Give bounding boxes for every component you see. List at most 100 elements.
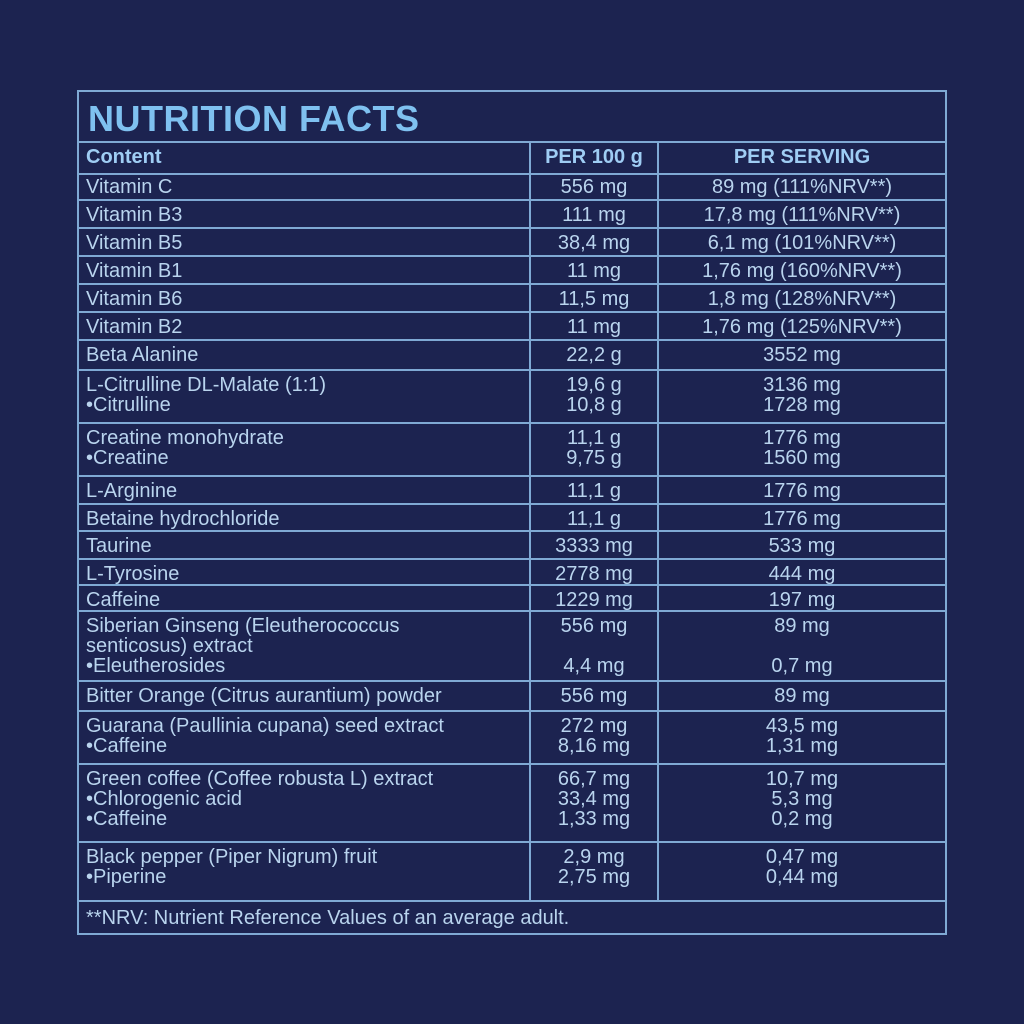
- cell-line: 556 mg: [560, 685, 628, 707]
- cell-line: Vitamin B2: [86, 316, 183, 338]
- per-serving-cell: 1,8 mg (128%NRV**): [657, 285, 945, 311]
- table-row: L-Arginine 11,1 g 1776 mg: [79, 477, 945, 505]
- per-100g-cell: 11,5 mg: [529, 285, 657, 311]
- title-row: NUTRITION FACTS: [79, 92, 945, 143]
- cell-line: 17,8 mg (111%NRV**): [703, 204, 901, 226]
- per-100g-cell: 11,1 g: [529, 505, 657, 530]
- cell-line: 0,47 mg: [765, 846, 839, 868]
- content-cell: Vitamin B3: [79, 201, 529, 227]
- cell-line: 1,8 mg (128%NRV**): [707, 288, 897, 310]
- content-cell: Black pepper (Piper Nigrum) fruit •Piperi…: [79, 843, 529, 900]
- cell-line: •Caffeine: [86, 735, 168, 757]
- cell-line: •Piperine: [86, 866, 167, 888]
- cell-line: L-Arginine: [86, 480, 178, 502]
- per-100g-cell: 556 mg: [529, 173, 657, 199]
- content-cell: Creatine monohydrate •Creatine: [79, 424, 529, 475]
- cell-line: •Chlorogenic acid: [86, 788, 242, 810]
- cell-line: 43,5 mg: [765, 715, 839, 737]
- per-100g-cell: 272 mg 8,16 mg: [529, 712, 657, 763]
- table-row: Caffeine 1229 mg 197 mg: [79, 586, 945, 612]
- cell-line: 11 mg: [566, 316, 622, 338]
- content-cell: Green coffee (Coffee robusta L) extract •…: [79, 765, 529, 841]
- content-cell: Bitter Orange (Citrus aurantium) powder: [79, 682, 529, 710]
- table-title: NUTRITION FACTS: [88, 98, 420, 139]
- cell-line: Guarana (Paullinia cupana) seed extract: [86, 715, 444, 737]
- cell-line: 10,7 mg: [765, 768, 839, 790]
- table-row: Siberian Ginseng (Eleutherococcus sentico…: [79, 612, 945, 682]
- cell-line: 0,44 mg: [765, 866, 839, 888]
- cell-line: Creatine monohydrate: [86, 427, 284, 449]
- per-serving-cell: 1,76 mg (125%NRV**): [657, 313, 945, 339]
- cell-line: Siberian Ginseng (Eleutherococcus: [86, 615, 400, 637]
- cell-line: 1,76 mg (160%NRV**): [702, 260, 902, 282]
- table-row: Taurine 3333 mg 533 mg: [79, 532, 945, 560]
- content-cell: Betaine hydrochloride: [79, 505, 529, 530]
- table-row: L-Tyrosine 2778 mg 444 mg: [79, 560, 945, 586]
- per-serving-cell: 1776 mg: [657, 505, 945, 530]
- table-row: Vitamin B5 38,4 mg 6,1 mg (101%NRV**): [79, 229, 945, 257]
- cell-line: 1728 mg: [763, 394, 841, 416]
- table-row: Black pepper (Piper Nigrum) fruit •Piperi…: [79, 843, 945, 902]
- cell-line: Taurine: [86, 535, 152, 557]
- table-row: Green coffee (Coffee robusta L) extract •…: [79, 765, 945, 843]
- cell-line: 3552 mg: [763, 344, 841, 366]
- per-serving-cell: 444 mg: [657, 560, 945, 584]
- content-cell: Vitamin B1: [79, 257, 529, 283]
- per-serving-cell: 1776 mg: [657, 477, 945, 503]
- cell-line: 89 mg (111%NRV**): [711, 176, 893, 198]
- table-row: Guarana (Paullinia cupana) seed extract •…: [79, 712, 945, 765]
- cell-line: 1560 mg: [763, 447, 841, 469]
- cell-line: 11,1 g: [566, 480, 622, 502]
- per-serving-cell: 10,7 mg 5,3 mg 0,2 mg: [657, 765, 945, 841]
- per-100g-cell: 3333 mg: [529, 532, 657, 558]
- cell-line: 33,4 mg: [557, 788, 631, 810]
- table-row: Betaine hydrochloride 11,1 g 1776 mg: [79, 505, 945, 532]
- table-row: Vitamin B1 11 mg 1,76 mg (160%NRV**): [79, 257, 945, 285]
- cell-line: L-Citrulline DL-Malate (1:1): [86, 374, 327, 396]
- content-cell: Vitamin C: [79, 173, 529, 199]
- per-100g-cell: 11,1 g 9,75 g: [529, 424, 657, 475]
- cell-line: Vitamin B5: [86, 232, 183, 254]
- cell-line: 1776 mg: [763, 427, 841, 449]
- per-serving-cell: 17,8 mg (111%NRV**): [657, 201, 945, 227]
- per-100g-cell: 2778 mg: [529, 560, 657, 584]
- cell-line: Vitamin C: [86, 176, 173, 198]
- cell-line: 11,5 mg: [558, 288, 630, 310]
- cell-line: 4,4 mg: [563, 655, 625, 677]
- cell-line: 19,6 g: [566, 374, 622, 396]
- header-per-100g: PER 100 g: [529, 141, 657, 173]
- per-serving-cell: 89 mg (111%NRV**): [657, 173, 945, 199]
- content-cell: Taurine: [79, 532, 529, 558]
- per-100g-cell: 556 mg: [529, 682, 657, 710]
- cell-line: Caffeine: [86, 589, 161, 611]
- cell-line: 8,16 mg: [557, 735, 631, 757]
- cell-line: 272 mg: [560, 715, 628, 737]
- per-serving-cell: 6,1 mg (101%NRV**): [657, 229, 945, 255]
- table-row: Beta Alanine 22,2 g 3552 mg: [79, 341, 945, 371]
- cell-line: 22,2 g: [566, 344, 622, 366]
- per-serving-cell: 43,5 mg 1,31 mg: [657, 712, 945, 763]
- content-cell: Siberian Ginseng (Eleutherococcus sentico…: [79, 612, 529, 680]
- cell-line: senticosus) extract: [86, 635, 253, 657]
- cell-line: 1,33 mg: [557, 808, 631, 830]
- content-cell: Beta Alanine: [79, 341, 529, 369]
- content-cell: L-Citrulline DL-Malate (1:1) •Citrulline: [79, 371, 529, 422]
- cell-line: 89 mg: [774, 615, 830, 637]
- per-serving-cell: 89 mg 0,7 mg: [657, 612, 945, 680]
- cell-line: 5,3 mg: [771, 788, 833, 810]
- content-cell: Vitamin B5: [79, 229, 529, 255]
- cell-line: 1776 mg: [763, 480, 841, 502]
- cell-line: 6,1 mg (101%NRV**): [707, 232, 897, 254]
- cell-line: L-Tyrosine: [86, 563, 180, 585]
- table-row: Bitter Orange (Citrus aurantium) powder 5…: [79, 682, 945, 712]
- cell-line: •Creatine: [86, 447, 169, 469]
- table-row: Vitamin C 556 mg 89 mg (111%NRV**): [79, 173, 945, 201]
- per-serving-cell: 533 mg: [657, 532, 945, 558]
- header-content: Content: [86, 146, 162, 168]
- table-row: L-Citrulline DL-Malate (1:1) •Citrulline 1…: [79, 371, 945, 424]
- cell-line: 444 mg: [768, 563, 836, 585]
- table-row: Creatine monohydrate •Creatine 11,1 g 9,75 …: [79, 424, 945, 477]
- cell-line: 0,2 mg: [771, 808, 833, 830]
- cell-line: Vitamin B3: [86, 204, 183, 226]
- cell-line: 66,7 mg: [557, 768, 631, 790]
